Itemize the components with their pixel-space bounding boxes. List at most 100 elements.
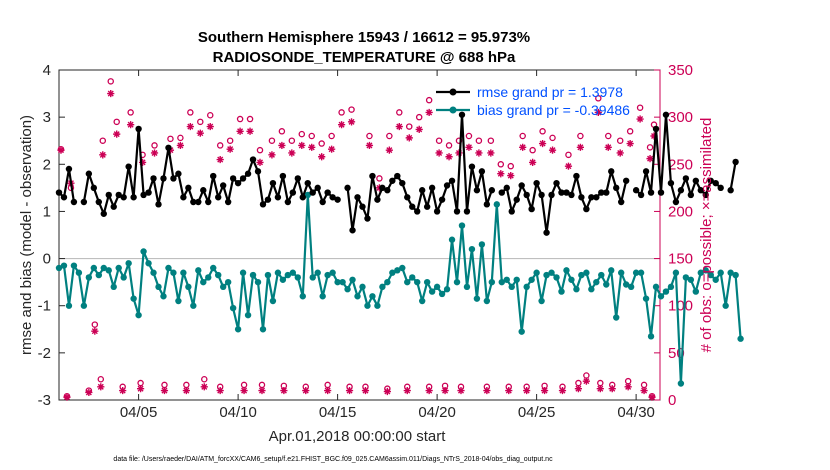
rmse-point: [65, 165, 73, 173]
rmse-point: [642, 168, 650, 175]
obs-assimilated-marker: [318, 153, 326, 161]
bias-point: [687, 276, 695, 283]
bias-point: [319, 293, 326, 300]
rmse-point: [528, 205, 535, 213]
x-tick-label: 04/05: [120, 404, 158, 421]
bias-point: [289, 269, 297, 276]
y-right-tick-label: 150: [668, 251, 693, 268]
rmse-point: [289, 189, 297, 196]
bias-point: [712, 276, 719, 283]
rmse-point: [269, 179, 277, 187]
rmse-point: [314, 184, 321, 192]
rmse-point: [175, 170, 182, 177]
obs-assimilated-marker: [328, 145, 336, 153]
obs-assimilated-marker: [216, 386, 224, 395]
bias-point: [418, 297, 426, 305]
rmse-point: [652, 125, 660, 133]
rmse-point: [85, 170, 93, 177]
obs-assimilated-marker: [337, 121, 346, 129]
plot-area: [58, 69, 661, 401]
obs-assimilated-marker: [576, 143, 584, 151]
bias-point: [414, 278, 421, 286]
rmse-point: [583, 205, 590, 213]
rmse-point: [324, 189, 331, 196]
obs-assimilated-marker: [383, 387, 391, 396]
rmse-point: [578, 194, 585, 201]
obs-assimilated-marker: [57, 146, 65, 154]
bias-point: [533, 269, 540, 276]
obs-possible-marker: [605, 132, 612, 140]
obs-possible-marker: [268, 137, 276, 144]
rmse-point: [100, 210, 107, 217]
bias-point: [468, 245, 476, 253]
obs-assimilated-marker: [594, 108, 602, 117]
rmse-point: [478, 168, 486, 175]
bias-point: [95, 271, 103, 279]
rmse-point: [329, 194, 336, 201]
obs-assimilated-marker: [507, 172, 515, 180]
rmse-point: [543, 229, 550, 236]
bias-point: [727, 269, 734, 276]
bias-point: [234, 326, 242, 333]
bias-point: [627, 283, 635, 291]
rmse-point: [394, 172, 401, 180]
legend-rmse-marker: [449, 88, 457, 96]
obs-possible-marker: [328, 132, 335, 140]
obs-possible-marker: [197, 118, 204, 126]
rmse-point: [603, 189, 610, 196]
rmse-point: [369, 172, 376, 180]
legend-bias-marker: [449, 106, 457, 114]
bias-point: [339, 278, 346, 286]
rmse-point: [254, 168, 262, 175]
obs-assimilated-marker: [200, 383, 208, 391]
bias-point: [364, 302, 371, 309]
rmse-point: [309, 189, 316, 196]
rmse-point: [712, 179, 719, 187]
bias-point: [125, 260, 132, 267]
bias-point: [543, 271, 550, 279]
bias-point: [428, 288, 436, 295]
rmse-point: [70, 198, 78, 206]
bias-point: [573, 286, 580, 293]
bias-point: [622, 281, 630, 288]
obs-assimilated-marker: [138, 158, 147, 166]
obs-assimilated-marker: [226, 145, 234, 153]
x-tick-labels: 04/05 04/10 04/15 04/20 04/25 04/30: [120, 404, 655, 421]
bias-point: [314, 269, 321, 276]
bias-point: [229, 304, 237, 312]
obs-assimilated-marker: [445, 153, 453, 161]
bias-point: [324, 271, 331, 279]
obs-possible-marker: [565, 151, 572, 159]
rmse-line: [58, 167, 75, 203]
obs-possible-marker: [127, 109, 134, 116]
bias-point: [399, 264, 406, 272]
rmse-point: [110, 203, 117, 210]
bias-point: [130, 295, 137, 302]
obs-assimilated-marker: [646, 155, 654, 163]
obs-assimilated-marker: [186, 122, 194, 131]
obs-assimilated-marker: [505, 386, 513, 395]
obs-assimilated-marker: [216, 155, 224, 164]
rmse-point: [130, 194, 137, 201]
bias-point: [349, 276, 356, 283]
obs-assimilated-marker: [636, 115, 644, 123]
rmse-point: [682, 175, 690, 182]
bias-point: [642, 295, 650, 302]
bias-point: [473, 295, 481, 302]
bias-point: [115, 264, 122, 272]
obs-possible-marker: [246, 115, 254, 123]
rmse-point: [692, 177, 700, 184]
bias-point: [453, 278, 461, 286]
obs-assimilated-marker: [365, 141, 374, 150]
rmse-point: [428, 184, 436, 192]
obs-possible-marker: [577, 132, 584, 140]
obs-assimilated-marker: [196, 129, 204, 137]
obs-assimilated-marker: [136, 385, 145, 393]
rmse-point: [185, 184, 192, 192]
bias-point: [185, 283, 192, 291]
bias-point: [239, 269, 247, 276]
bias-point: [682, 274, 690, 281]
bias-point: [548, 269, 555, 276]
obs-possible-marker: [539, 128, 546, 135]
rmse-point: [548, 191, 555, 199]
